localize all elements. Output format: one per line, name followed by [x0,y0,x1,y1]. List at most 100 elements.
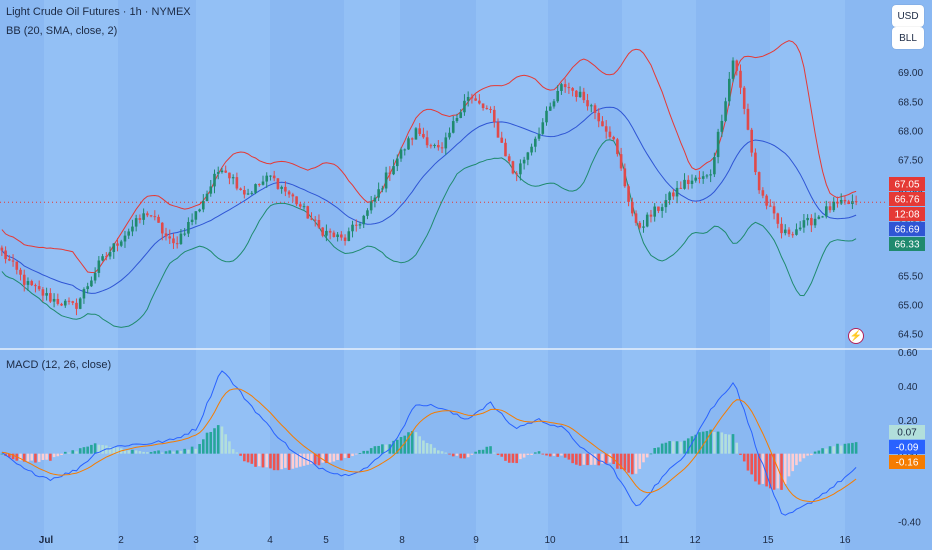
candle-body [854,201,858,203]
macd-histogram-bar [384,444,388,454]
macd-histogram-bar [530,453,533,455]
price-axis-tick: 67.50 [898,155,923,166]
macd-histogram-bar [351,453,354,457]
macd-histogram-bar [701,431,705,454]
candle-body [534,138,537,147]
candle-body [675,187,679,197]
price-axis-tick: 68.50 [898,97,923,108]
macd-histogram-bar [328,453,332,463]
candle-body [649,214,653,217]
candle-body [108,251,112,257]
candle-body [358,224,362,226]
candle-body [660,207,664,211]
candle-body [373,197,377,202]
macd-histogram-bar [806,453,809,456]
macd-histogram-bar [269,453,272,469]
macd-histogram-bar [336,453,339,460]
candle-body [149,215,153,217]
macd-histogram-bar [713,432,716,454]
macd-histogram-bar [246,453,250,463]
price-axis-tick: 65.00 [898,300,923,311]
lightning-icon[interactable]: ⚡ [848,328,864,344]
macd-histogram-bar [686,438,690,454]
candle-body [836,201,839,204]
candle-body [690,180,694,185]
candle-body [231,177,235,179]
unit-button[interactable]: BLL [892,27,924,49]
macd-histogram-bar [571,453,574,464]
macd-histogram-bar [358,453,362,454]
macd-histogram-bar [254,453,257,467]
candle-body [813,218,817,226]
candle-body [608,131,612,137]
macd-histogram-bar [306,453,310,465]
candle-body [213,173,216,187]
candle-body [313,219,317,221]
candle-body [593,105,597,113]
macd-histogram-bar [854,442,858,454]
macd-histogram-bar [52,453,56,458]
candle-body [116,243,119,246]
candle-body [295,196,298,205]
macd-histogram-bar [560,453,563,456]
candle-body [731,60,735,79]
candle-body [742,87,746,109]
candle-body [586,100,589,107]
macd-histogram-bar [209,431,213,454]
macd-histogram-bar [739,453,742,455]
macd-histogram-bar [299,453,302,467]
candle-body [686,179,690,185]
macd-histogram-bar [261,453,265,468]
candle-body [261,181,265,185]
macd-histogram-bar [589,453,593,465]
bb-basis-line [1,106,857,294]
macd-histogram-bar [235,452,239,454]
candle-body [414,128,418,140]
candle-body [571,88,574,91]
macd-histogram-bar [698,432,701,454]
candle-body [761,190,765,196]
macd-histogram-bar [608,453,612,463]
candle-body [243,190,246,195]
candle-body [519,163,522,175]
candle-body [34,285,37,287]
bollinger-legend[interactable]: BB (20, SMA, close, 2) [6,25,118,37]
candle-body [500,137,504,143]
candle-body [828,206,832,211]
bb-upper-line [1,40,857,274]
candle-body [601,121,604,127]
candle-body [369,201,373,211]
currency-button[interactable]: USD [892,5,924,27]
macd-histogram-bar [190,446,194,454]
macd-histogram-bar [343,453,347,458]
candle-body [75,302,78,309]
candle-body [754,152,757,173]
candle-body [205,193,209,201]
macd-histogram-bar [78,448,82,454]
macd-histogram-bar [179,450,183,454]
candle-body [631,201,634,214]
macd-histogram-bar [761,453,765,484]
macd-histogram-bar [742,453,746,462]
price-axis-tick: 69.00 [898,68,923,79]
macd-histogram-bar [403,435,407,454]
macd-legend[interactable]: MACD (12, 26, close) [6,359,112,371]
price-label-text: 66.76 [894,195,919,206]
macd-histogram-bar [463,453,466,459]
candle-body [0,247,4,251]
macd-histogram-bar [19,453,22,461]
macd-histogram-bar [90,444,93,454]
candle-body [604,126,608,132]
candle-body [537,133,541,139]
macd-histogram-bar [515,453,518,464]
macd-histogram-bar [728,434,731,454]
macd-histogram-bar [422,440,425,454]
macd-histogram-bar [8,453,11,458]
macd-histogram-bar [780,453,783,490]
time-axis-tick: 4 [267,535,273,546]
chart-title[interactable]: Light Crude Oil Futures · 1h · NYMEX [6,6,191,18]
candle-body [478,100,481,104]
candle-body [280,186,283,189]
macd-histogram-bar [504,453,507,461]
candle-body [485,108,489,110]
